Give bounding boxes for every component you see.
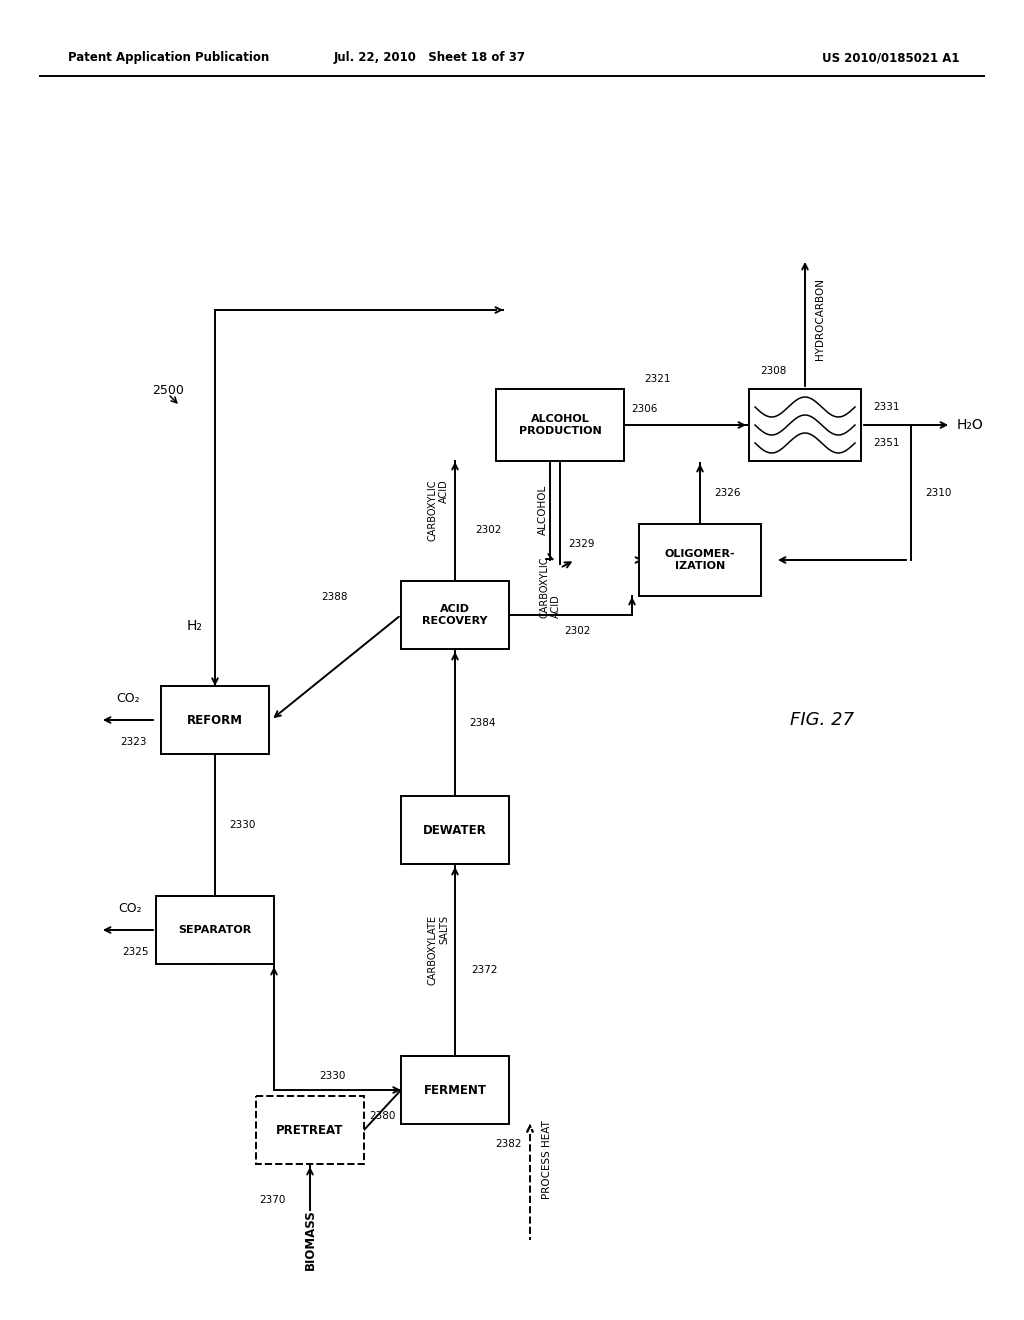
Bar xyxy=(401,796,509,865)
Text: 2302: 2302 xyxy=(564,626,591,636)
Text: Patent Application Publication: Patent Application Publication xyxy=(68,51,269,65)
Text: 2331: 2331 xyxy=(873,403,899,412)
Bar xyxy=(161,686,269,754)
Text: HYDROCARBON: HYDROCARBON xyxy=(815,279,825,360)
Text: PROCESS HEAT: PROCESS HEAT xyxy=(542,1121,552,1200)
Text: 2380: 2380 xyxy=(370,1111,395,1121)
Bar xyxy=(401,1056,509,1125)
Text: 2326: 2326 xyxy=(714,488,740,499)
Bar xyxy=(401,581,509,649)
Text: 2302: 2302 xyxy=(475,525,502,535)
Text: US 2010/0185021 A1: US 2010/0185021 A1 xyxy=(822,51,961,65)
Text: CO₂: CO₂ xyxy=(118,902,141,915)
Text: ALCOHOL
PRODUCTION: ALCOHOL PRODUCTION xyxy=(518,414,601,436)
Text: 2325: 2325 xyxy=(123,946,150,957)
Text: 2330: 2330 xyxy=(229,820,255,830)
Text: 2388: 2388 xyxy=(322,591,348,602)
Text: ALCOHOL: ALCOHOL xyxy=(538,484,548,535)
Text: 2384: 2384 xyxy=(469,718,496,727)
Text: 2308: 2308 xyxy=(761,366,787,376)
Bar xyxy=(639,524,761,597)
Text: BIOMASS: BIOMASS xyxy=(303,1209,316,1270)
Text: SEPARATOR: SEPARATOR xyxy=(178,925,252,935)
Text: 2306: 2306 xyxy=(631,404,657,414)
Text: 2351: 2351 xyxy=(873,438,899,447)
Text: FERMENT: FERMENT xyxy=(424,1084,486,1097)
Text: FIG. 27: FIG. 27 xyxy=(790,711,854,729)
Bar xyxy=(256,1096,364,1164)
Text: ACID
RECOVERY: ACID RECOVERY xyxy=(422,605,487,626)
Bar xyxy=(749,389,861,461)
Text: H₂O: H₂O xyxy=(957,418,984,432)
Text: 2330: 2330 xyxy=(319,1071,346,1081)
Text: CARBOXYLIC
ACID: CARBOXYLIC ACID xyxy=(427,479,449,541)
Text: OLIGOMER-
IZATION: OLIGOMER- IZATION xyxy=(665,549,735,570)
Text: 2329: 2329 xyxy=(568,539,595,549)
Text: 2382: 2382 xyxy=(496,1139,522,1148)
Text: PRETREAT: PRETREAT xyxy=(276,1123,344,1137)
Text: 2500: 2500 xyxy=(152,384,184,396)
Text: 2310: 2310 xyxy=(925,487,951,498)
Text: 2370: 2370 xyxy=(260,1195,286,1205)
Bar xyxy=(156,896,274,964)
Text: Jul. 22, 2010   Sheet 18 of 37: Jul. 22, 2010 Sheet 18 of 37 xyxy=(334,51,526,65)
Text: H₂: H₂ xyxy=(187,619,203,634)
Text: CARBOXYLIC
ACID: CARBOXYLIC ACID xyxy=(539,557,560,618)
Text: 2321: 2321 xyxy=(644,374,671,384)
Text: CARBOXYLATE
SALTS: CARBOXYLATE SALTS xyxy=(427,915,449,985)
Text: CO₂: CO₂ xyxy=(116,692,140,705)
Text: REFORM: REFORM xyxy=(187,714,243,726)
Text: DEWATER: DEWATER xyxy=(423,824,486,837)
Text: 2323: 2323 xyxy=(121,737,147,747)
Bar xyxy=(496,389,624,461)
Text: 2372: 2372 xyxy=(471,965,498,975)
